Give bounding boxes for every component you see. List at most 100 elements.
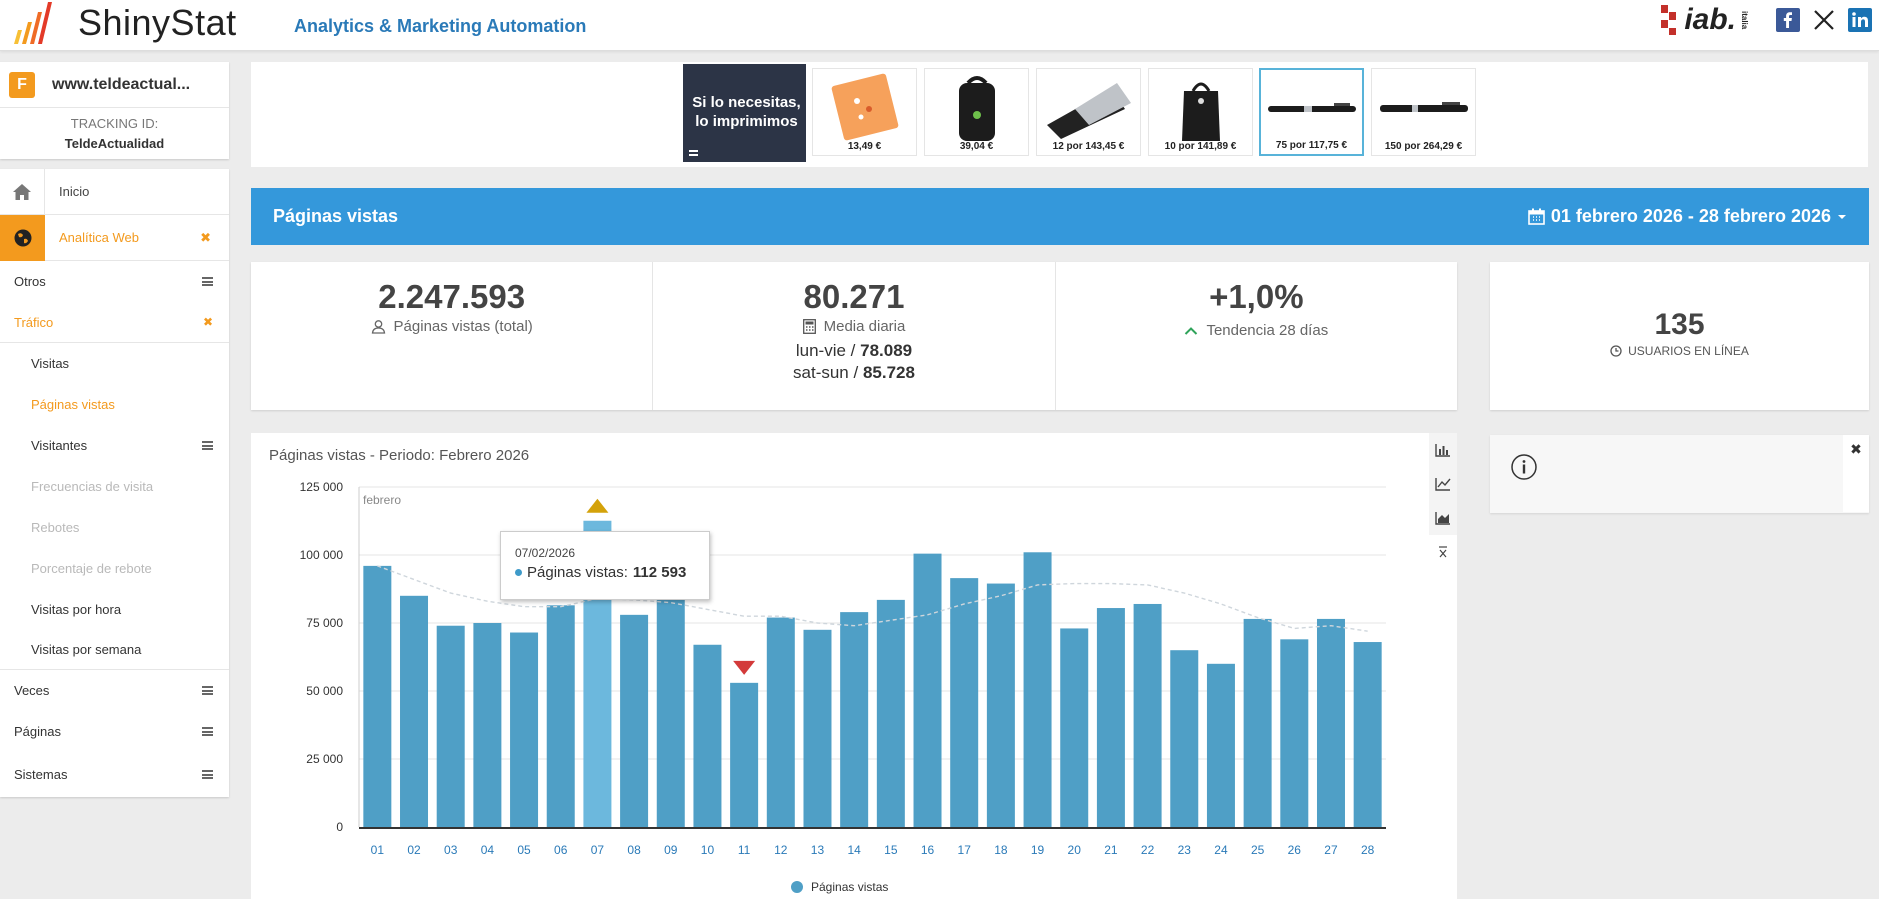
menu-icon[interactable]	[202, 277, 213, 286]
chart-bar[interactable]	[400, 595, 429, 827]
chart-bar[interactable]	[1243, 618, 1272, 827]
chart-bar[interactable]	[1280, 639, 1309, 827]
facebook-icon[interactable]	[1775, 7, 1801, 33]
nav-section-veces[interactable]: Veces	[0, 670, 229, 711]
chart-bar[interactable]	[1353, 642, 1382, 827]
collapse-trafico-icon[interactable]: ✖	[202, 315, 213, 329]
ad-product[interactable]: 39,04 €	[924, 68, 1029, 156]
sidebar-item-visitas-semana[interactable]: Visitas por semana	[0, 630, 229, 670]
x-tick-label: 10	[701, 843, 715, 857]
x-tick-label: 05	[517, 843, 531, 857]
chart-bar[interactable]	[1060, 628, 1089, 827]
average-toggle[interactable]	[1429, 535, 1457, 569]
chart-bar[interactable]	[1023, 552, 1052, 827]
page-title: Páginas vistas	[273, 206, 399, 226]
brand-tagline: Analytics & Marketing Automation	[294, 16, 587, 36]
chart-bar[interactable]	[693, 644, 722, 827]
chart-toolbar	[1429, 433, 1457, 569]
area-chart-toggle[interactable]	[1429, 501, 1457, 535]
site-selector[interactable]: F www.teldeactual...	[0, 62, 229, 108]
sidebar-item-label: Porcentaje de rebote	[31, 561, 152, 576]
nav-item-web-analytics[interactable]: Analítica Web ✖	[0, 214, 229, 261]
chart-bar[interactable]	[766, 617, 795, 827]
info-icon[interactable]	[1510, 453, 1538, 481]
nav-section-trafico[interactable]: Tráfico ✖	[0, 302, 229, 343]
chart-bar[interactable]	[803, 629, 832, 827]
menu-icon[interactable]	[202, 727, 213, 736]
chart-bar[interactable]	[913, 553, 942, 827]
ad-product[interactable]: 12 por 143,45 €	[1036, 68, 1141, 156]
period-label: febrero	[363, 493, 401, 507]
pageviews-bar-chart[interactable]: 0 25 000 50 000 75 000 100 000 125 000 febrero…	[251, 433, 1429, 899]
chart-bar[interactable]	[1096, 608, 1125, 827]
collapse-web-analytics-icon[interactable]: ✖	[200, 229, 211, 245]
date-range-picker[interactable]: 01 febrero 2026 - 28 febrero 2026	[1528, 206, 1847, 227]
chart-bar[interactable]	[656, 597, 685, 827]
sidebar-item-visitantes[interactable]: Visitantes	[0, 425, 229, 466]
bar-chart-icon	[1435, 444, 1450, 457]
x-twitter-icon[interactable]	[1811, 7, 1837, 33]
y-tick-label: 125 000	[300, 480, 344, 494]
chart-bar[interactable]	[436, 625, 465, 827]
nav-item-home-label: Inicio	[59, 184, 90, 199]
nav-section-otros[interactable]: Otros	[0, 261, 229, 302]
max-marker-icon	[586, 498, 609, 513]
sidebar-item-visitas-hora[interactable]: Visitas por hora	[0, 589, 229, 630]
chart-bar[interactable]	[1170, 650, 1199, 827]
tracking-id-value: TeldeActualidad	[64, 136, 165, 151]
ad-product[interactable]: 10 por 141,89 €	[1148, 68, 1253, 156]
kpi-average: 80.271 Media diaria lun-vie / 78.089 sat…	[653, 262, 1056, 410]
x-tick-label: 04	[481, 843, 495, 857]
ad-menu-icon[interactable]	[689, 150, 698, 156]
chart-bar[interactable]	[730, 682, 759, 827]
sidebar-item-frecuencias[interactable]: Frecuencias de visita	[0, 466, 229, 507]
chart-bar[interactable]	[546, 605, 575, 827]
sidebar-item-visitas[interactable]: Visitas	[0, 343, 229, 384]
chart-bar[interactable]	[1133, 603, 1162, 827]
ad-product-selected[interactable]: 75 por 117,75 €	[1259, 68, 1364, 156]
caret-down-icon	[1838, 214, 1846, 219]
menu-icon[interactable]	[202, 770, 213, 779]
site-name[interactable]: www.teldeactual...	[52, 75, 191, 93]
x-tick-label: 20	[1068, 843, 1082, 857]
x-tick-label: 08	[627, 843, 641, 857]
nav-section-otros-label: Otros	[14, 274, 46, 289]
chart-bar[interactable]	[986, 583, 1015, 827]
chart-title: Páginas vistas - Periodo: Febrero 2026	[269, 447, 530, 464]
x-tick-label: 01	[371, 843, 385, 857]
chart-bar[interactable]	[363, 565, 392, 827]
chart-bar[interactable]	[473, 623, 502, 827]
close-icon[interactable]: ✖	[1843, 435, 1869, 512]
brand-name[interactable]: ShinyStat	[78, 2, 237, 43]
sidebar-item-paginas-vistas[interactable]: Páginas vistas	[0, 384, 229, 425]
chart-panel: 0 25 000 50 000 75 000 100 000 125 000 febrero…	[251, 433, 1457, 899]
chart-bar[interactable]	[620, 614, 649, 827]
kpi-trend-value: +1,0%	[1209, 278, 1304, 315]
shinystat-logo-icon[interactable]	[8, 0, 58, 45]
chart-bar[interactable]	[840, 612, 869, 827]
menu-icon[interactable]	[202, 686, 213, 695]
kpi-trend-caption: Tendencia 28 días	[1056, 322, 1457, 339]
nav-item-home[interactable]: Inicio	[0, 168, 229, 215]
pen-icon	[1267, 103, 1356, 112]
sidebar-item-porcentaje-rebote[interactable]: Porcentaje de rebote	[0, 548, 229, 589]
ad-headline-box[interactable]: Si lo necesitas, lo imprimimos	[683, 64, 806, 162]
iab-logo[interactable]: iab. italia	[1658, 3, 1749, 37]
nav-section-paginas[interactable]: Páginas	[0, 711, 229, 752]
chart-bar[interactable]	[876, 599, 905, 827]
bar-chart-toggle[interactable]	[1429, 433, 1457, 467]
chart-bar[interactable]	[510, 632, 539, 827]
x-bar-icon	[1439, 546, 1447, 558]
ad-product[interactable]: 13,49 €	[812, 68, 917, 156]
chart-bar[interactable]	[950, 578, 979, 827]
chart-bar[interactable]	[1316, 618, 1345, 827]
backpack-icon	[958, 76, 995, 141]
line-chart-toggle[interactable]	[1429, 467, 1457, 501]
info-panel: ✖	[1490, 435, 1869, 513]
nav-section-sistemas[interactable]: Sistemas	[0, 752, 229, 797]
menu-icon[interactable]	[202, 441, 213, 450]
ad-product[interactable]: 150 por 264,29 €	[1371, 68, 1476, 156]
linkedin-icon[interactable]	[1847, 7, 1873, 33]
chart-bar[interactable]	[1206, 663, 1235, 827]
sidebar-item-rebotes[interactable]: Rebotes	[0, 507, 229, 548]
